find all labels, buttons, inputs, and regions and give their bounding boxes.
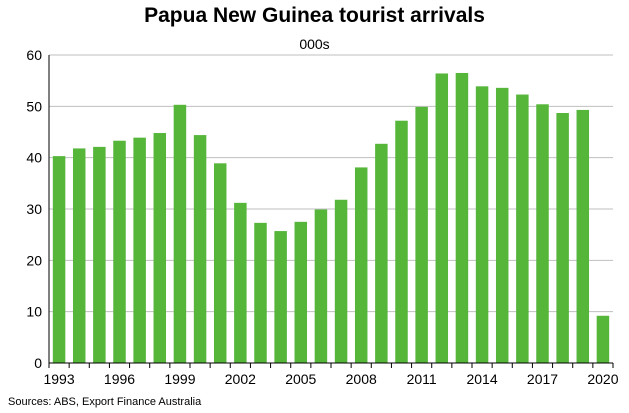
x-tick-label: 1993 [43, 371, 74, 387]
x-tick-label: 1999 [164, 371, 195, 387]
y-tick-label: 10 [26, 304, 42, 320]
x-tick-label: 2014 [466, 371, 497, 387]
bar-2002 [234, 202, 247, 363]
x-tick-label: 2008 [346, 371, 377, 387]
bar-2003 [254, 222, 267, 363]
bar-1995 [93, 146, 106, 363]
x-tick-label: 2002 [225, 371, 256, 387]
y-tick-label: 30 [26, 201, 42, 217]
chart-source: Sources: ABS, Export Finance Australia [8, 396, 202, 408]
y-tick-label: 0 [34, 355, 42, 371]
bar-2013 [455, 72, 469, 363]
bar-2011 [415, 106, 428, 363]
bar-2012 [435, 73, 449, 363]
chart-title: Papua New Guinea tourist arrivals [144, 4, 485, 27]
x-tick-label: 2017 [527, 371, 558, 387]
y-tick-label: 40 [26, 150, 42, 166]
x-tick-labels: 1993 1996 1999 2002 2005 2008 2011 2014 2017 2020 [43, 371, 618, 387]
bar-2014 [475, 86, 489, 364]
bar-2005 [294, 221, 308, 363]
bar-2017 [536, 104, 549, 363]
y-tick-label: 60 [26, 47, 42, 63]
bar-2006 [314, 209, 328, 363]
bar-2001 [213, 163, 227, 363]
x-tick-label: 2011 [407, 371, 437, 387]
y-tick-label: 20 [26, 252, 42, 268]
bar-1999 [173, 104, 187, 363]
bar-1993 [52, 156, 66, 363]
bar-1997 [133, 137, 146, 363]
bar-2020 [596, 315, 610, 363]
x-tick-label: 2020 [587, 371, 618, 387]
bar-1996 [113, 140, 126, 363]
x-tick-label: 2005 [285, 371, 316, 387]
bar-2007 [334, 199, 348, 363]
chart-subtitle: 000s [299, 36, 330, 52]
y-tick-label: 50 [26, 98, 42, 114]
y-tick-labels: 0 10 20 30 40 50 60 [26, 47, 42, 371]
bar-2004 [274, 231, 287, 363]
bar-1994 [72, 148, 86, 363]
bar-2016 [516, 94, 529, 363]
bar-2009 [375, 143, 388, 363]
axes [48, 55, 614, 368]
bar-1998 [153, 133, 167, 363]
bar-2008 [354, 167, 368, 363]
bar-2019 [576, 109, 590, 363]
x-tick-label: 1996 [104, 371, 135, 387]
bar-2010 [395, 120, 408, 363]
bars [52, 72, 610, 364]
bar-2018 [556, 113, 569, 363]
bar-2015 [495, 87, 509, 363]
bar-2000 [193, 135, 207, 363]
